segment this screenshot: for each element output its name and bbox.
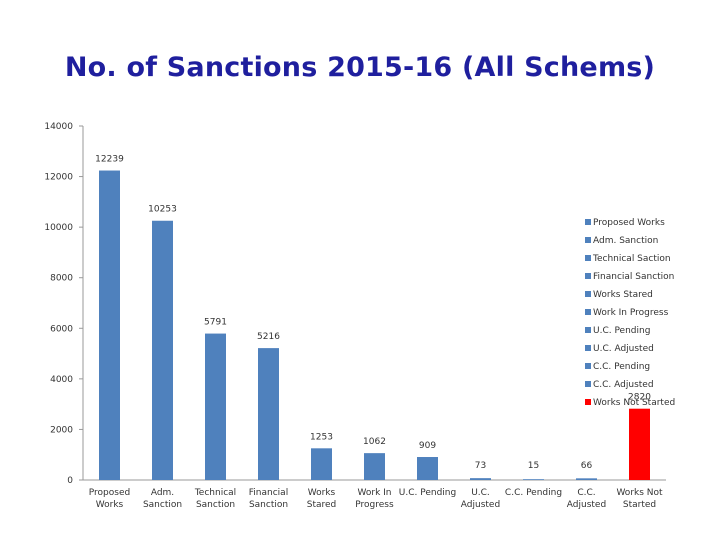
legend-swatch bbox=[585, 399, 591, 405]
legend-entry: C.C. Pending bbox=[593, 362, 650, 372]
category-labels: Proposed Works Adm. Sanction Technical Sancti… bbox=[89, 488, 663, 510]
legend-entry: Technical Saction bbox=[592, 254, 671, 264]
category-label: U.C. Pending bbox=[399, 488, 456, 498]
legend-swatch bbox=[585, 255, 591, 261]
legend-swatch bbox=[585, 309, 591, 315]
legend-swatch bbox=[585, 363, 591, 369]
y-tick-label: 6000 bbox=[50, 324, 73, 334]
bar bbox=[205, 333, 226, 480]
chart-title: No. of Sanctions 2015-16 (All Schems) bbox=[64, 52, 656, 83]
y-tick-label: 0 bbox=[67, 476, 73, 486]
y-tick-label: 14000 bbox=[44, 122, 73, 132]
bar bbox=[629, 408, 650, 480]
legend-swatch bbox=[585, 291, 591, 297]
data-labels: 12239 10253 5791 5216 1253 1062 909 73 15 66 2820 bbox=[95, 155, 651, 471]
category-label: Financial Sanction bbox=[249, 488, 288, 510]
legend-entry: U.C. Adjusted bbox=[593, 344, 654, 354]
bar bbox=[470, 478, 491, 480]
legend-entry: Adm. Sanction bbox=[593, 236, 658, 246]
data-label: 909 bbox=[419, 441, 436, 451]
legend-entry: Financial Sanction bbox=[593, 272, 674, 282]
category-label: Technical Sanction bbox=[194, 488, 236, 510]
data-label: 10253 bbox=[148, 205, 177, 215]
category-label: Works Not Started bbox=[616, 488, 663, 510]
category-label: Proposed Works bbox=[89, 488, 130, 510]
category-label: C.C. Pending bbox=[505, 488, 562, 498]
y-tick-label: 2000 bbox=[50, 425, 73, 435]
legend-swatch bbox=[585, 327, 591, 333]
axes: 0 2000 4000 6000 8000 10000 12000 14000 bbox=[44, 122, 666, 486]
legend: Proposed Works Adm. Sanction Technical Sac… bbox=[585, 218, 675, 408]
legend-entry: Works Stared bbox=[593, 290, 653, 300]
data-label: 73 bbox=[475, 461, 486, 471]
legend-swatch bbox=[585, 381, 591, 387]
data-label: 1253 bbox=[310, 432, 333, 442]
bar bbox=[576, 478, 597, 480]
legend-entry: U.C. Pending bbox=[593, 326, 650, 336]
legend-entry: Works Not Started bbox=[593, 398, 675, 408]
legend-entry: Work In Progress bbox=[593, 308, 669, 318]
bar bbox=[311, 448, 332, 480]
bar bbox=[152, 220, 173, 480]
data-label: 5791 bbox=[204, 318, 227, 328]
category-label: U.C. Adjusted bbox=[461, 488, 500, 510]
legend-entry: Proposed Works bbox=[593, 218, 665, 228]
bar bbox=[364, 453, 385, 480]
legend-swatch bbox=[585, 219, 591, 225]
bar bbox=[99, 170, 120, 480]
category-label: Works Stared bbox=[307, 488, 337, 510]
bar bbox=[258, 348, 279, 480]
legend-swatch bbox=[585, 273, 591, 279]
legend-swatch bbox=[585, 237, 591, 243]
data-label: 2820 bbox=[628, 393, 651, 403]
category-label: C.C. Adjusted bbox=[567, 488, 606, 510]
legend-entry: C.C. Adjusted bbox=[593, 380, 654, 390]
legend-swatch bbox=[585, 345, 591, 351]
y-tick-label: 4000 bbox=[50, 375, 73, 385]
data-label: 5216 bbox=[257, 332, 280, 342]
bar bbox=[523, 479, 544, 480]
data-label: 66 bbox=[581, 461, 593, 471]
data-label: 15 bbox=[528, 461, 539, 471]
category-label: Adm. Sanction bbox=[143, 488, 182, 510]
category-label: Work In Progress bbox=[355, 488, 394, 510]
y-tick-label: 10000 bbox=[44, 223, 73, 233]
y-tick-label: 12000 bbox=[44, 173, 73, 183]
data-label: 1062 bbox=[363, 437, 386, 447]
data-label: 12239 bbox=[95, 155, 124, 165]
bar bbox=[417, 457, 438, 480]
y-tick-label: 8000 bbox=[50, 274, 73, 284]
bars bbox=[99, 170, 650, 480]
